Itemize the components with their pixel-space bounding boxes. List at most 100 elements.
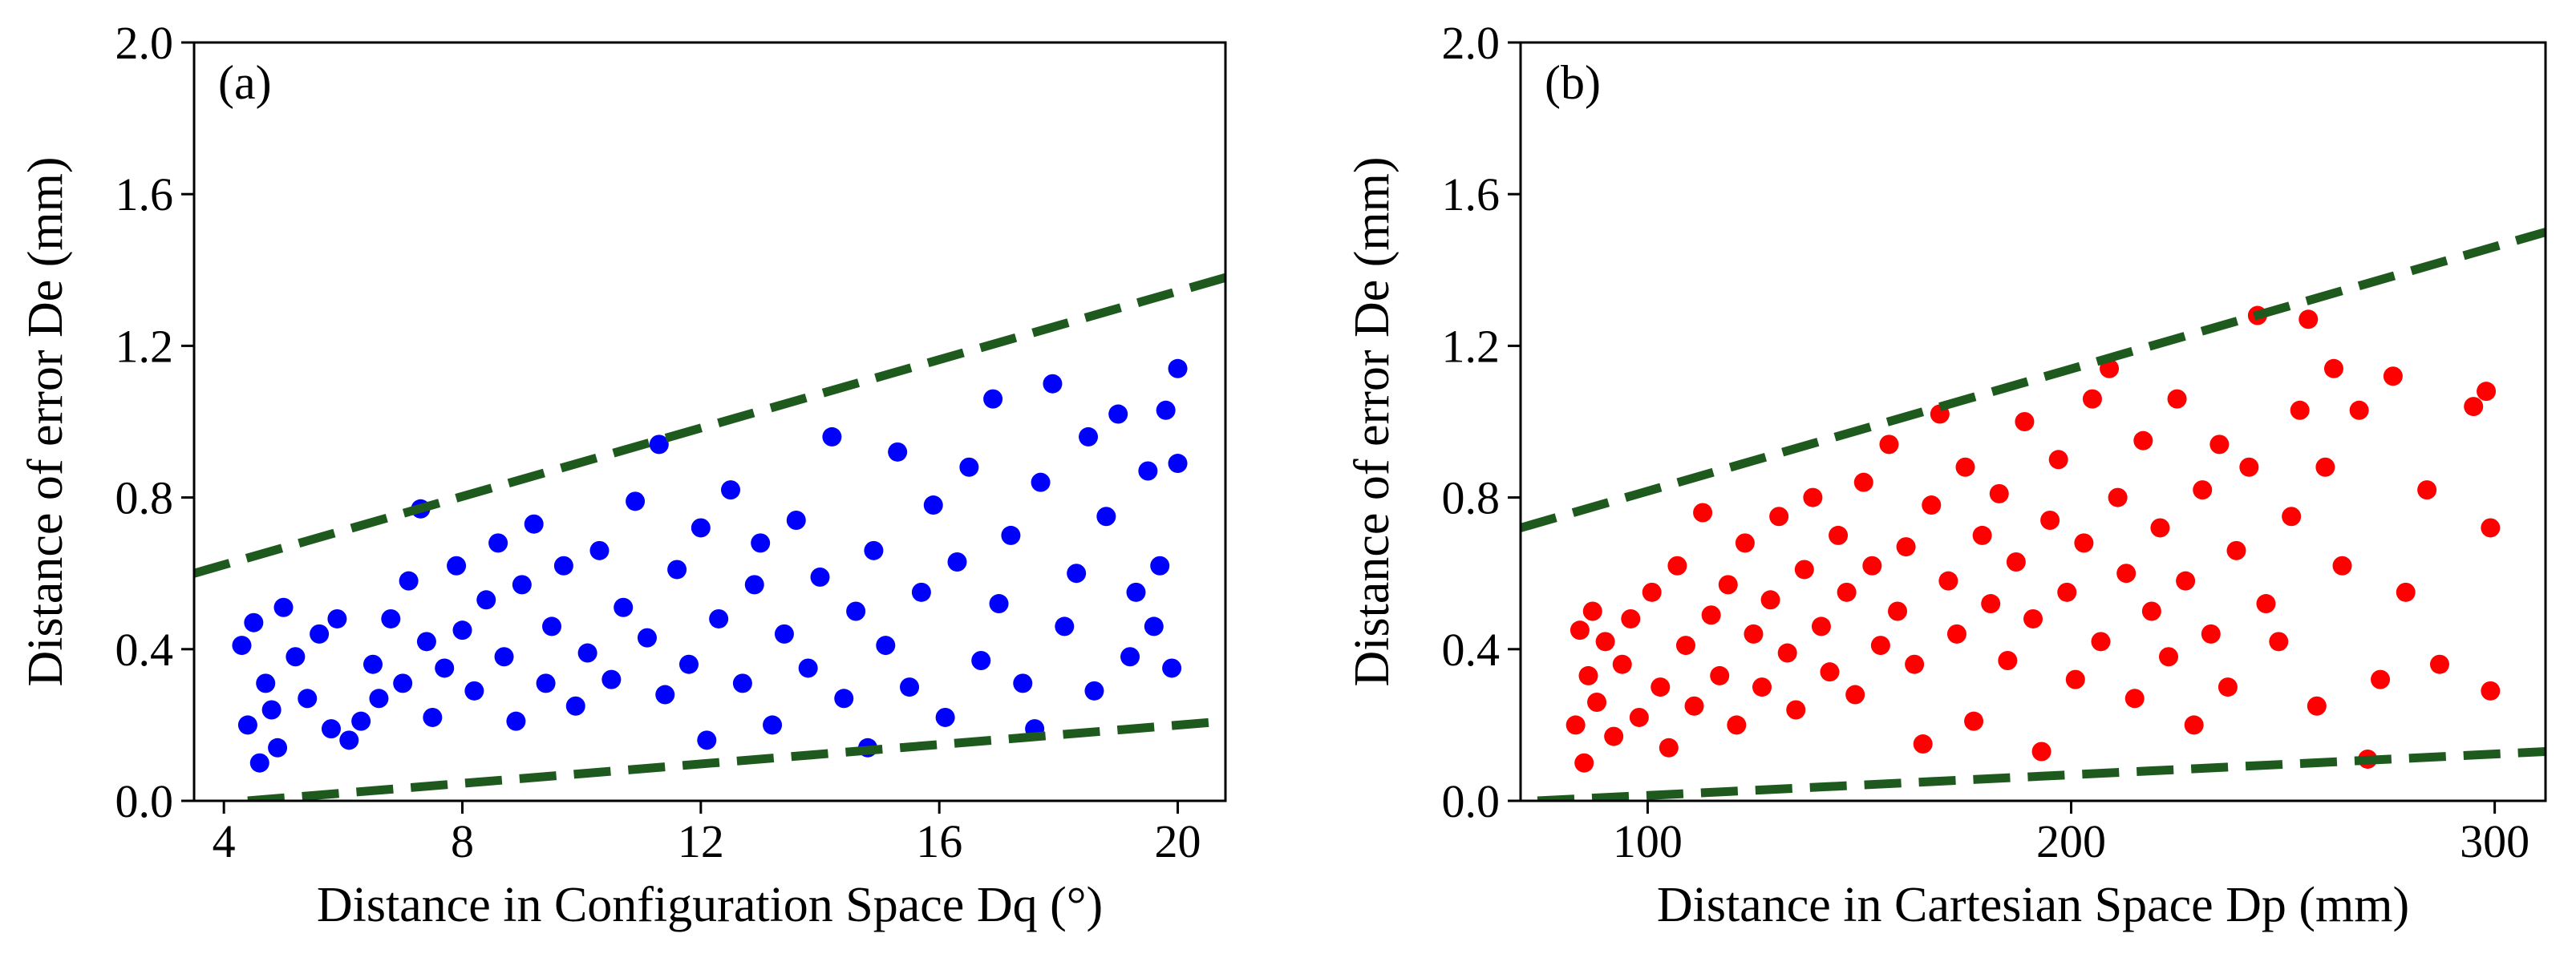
- point: [1922, 495, 1942, 515]
- x-tick-label: 8: [451, 815, 474, 867]
- point: [1569, 620, 1590, 641]
- x-tick-label: 300: [2460, 815, 2529, 867]
- point: [423, 707, 443, 727]
- point: [2477, 382, 2497, 402]
- point: [2464, 397, 2484, 417]
- point: [1168, 358, 1188, 378]
- plot-frame: [1519, 41, 2547, 802]
- point: [947, 552, 967, 572]
- point: [1667, 556, 1687, 576]
- point: [310, 624, 330, 644]
- point: [923, 495, 943, 515]
- point: [959, 457, 979, 477]
- point: [1144, 616, 1164, 637]
- point: [1621, 608, 1641, 628]
- x-tick-label: 100: [1613, 815, 1683, 867]
- point: [1879, 434, 1899, 455]
- point: [506, 711, 526, 731]
- point: [2015, 412, 2035, 431]
- point: [1565, 715, 1586, 735]
- point: [1964, 711, 1984, 731]
- point: [1126, 582, 1146, 602]
- point: [2193, 480, 2213, 500]
- panel-label: (a): [218, 56, 272, 109]
- point: [2074, 533, 2094, 553]
- bound-line: [1521, 228, 2546, 532]
- point: [697, 730, 717, 750]
- point: [834, 689, 854, 709]
- point: [1777, 643, 1797, 663]
- point: [351, 711, 371, 731]
- point: [626, 491, 646, 511]
- point: [1955, 457, 1975, 477]
- point: [363, 654, 383, 674]
- point: [846, 601, 866, 621]
- point: [744, 575, 764, 595]
- point: [989, 594, 1009, 614]
- point: [2133, 430, 2153, 451]
- point: [983, 389, 1003, 409]
- point: [2315, 457, 2335, 477]
- point: [1675, 636, 1695, 656]
- point: [732, 673, 752, 693]
- y-tick-label: 0.8: [1442, 472, 1501, 524]
- point: [2201, 624, 2221, 644]
- point: [577, 643, 597, 663]
- point: [1067, 564, 1087, 584]
- point: [268, 738, 288, 758]
- point: [1820, 662, 1840, 682]
- point: [1870, 636, 1890, 656]
- point: [2167, 389, 2187, 409]
- point: [1853, 472, 1873, 492]
- point: [601, 669, 622, 689]
- point: [721, 480, 741, 500]
- y-tick-label: 1.6: [1442, 168, 1501, 220]
- point: [2158, 647, 2178, 667]
- point: [2048, 450, 2068, 470]
- point: [2481, 518, 2501, 538]
- point: [876, 636, 896, 656]
- chart-panel: 4 8 12 16 20 0.0 0.4 0.8 1.2 1.6 2.0 (a) Distance in…: [18, 17, 1227, 932]
- point: [237, 715, 257, 735]
- point: [2082, 389, 2102, 409]
- point: [494, 647, 514, 667]
- point: [1642, 582, 1662, 602]
- point: [1862, 556, 1882, 576]
- y-axis-label: Distance of error De (mm): [1345, 156, 1399, 686]
- point: [1629, 707, 1649, 727]
- point: [2209, 434, 2230, 455]
- point: [655, 685, 675, 705]
- point: [2349, 400, 2369, 420]
- point: [2023, 608, 2043, 628]
- y-tick-label: 0.4: [115, 624, 174, 676]
- y-tick-label: 1.2: [1442, 320, 1501, 372]
- point: [2124, 689, 2145, 709]
- point: [536, 673, 556, 693]
- point: [244, 612, 264, 632]
- point: [691, 518, 711, 538]
- point: [786, 510, 806, 530]
- point: [1735, 533, 1755, 553]
- point: [393, 673, 413, 693]
- point: [1031, 472, 1051, 492]
- point: [888, 442, 908, 462]
- point: [1693, 503, 1713, 523]
- bound-line: [247, 717, 1225, 801]
- point: [1760, 590, 1780, 610]
- point: [900, 677, 920, 697]
- point: [321, 719, 341, 739]
- point: [1612, 654, 1632, 674]
- point: [273, 597, 294, 617]
- point: [381, 608, 401, 628]
- point: [298, 689, 318, 709]
- point: [763, 715, 783, 735]
- point: [2282, 507, 2302, 527]
- point: [1084, 681, 1104, 701]
- point: [971, 650, 991, 670]
- point: [1156, 400, 1176, 420]
- point: [369, 689, 389, 709]
- point: [1096, 507, 1116, 527]
- point: [2184, 715, 2204, 735]
- point: [256, 673, 276, 693]
- point: [1168, 454, 1188, 474]
